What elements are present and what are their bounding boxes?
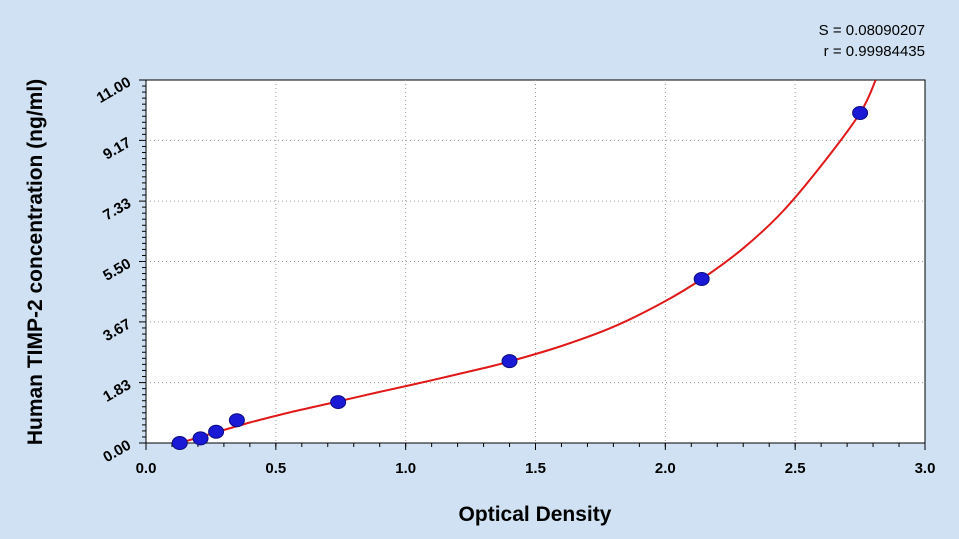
x-axis-title: Optical Density bbox=[459, 503, 612, 526]
fit-curve bbox=[179, 79, 877, 444]
data-point bbox=[192, 431, 209, 446]
x-tick-label: 2.0 bbox=[655, 460, 676, 477]
s-statistic: S = 0.08090207 bbox=[819, 22, 925, 39]
x-tick-label: 0.5 bbox=[265, 460, 286, 477]
x-tick-label: 0.0 bbox=[136, 460, 157, 477]
data-points bbox=[171, 106, 869, 450]
y-tick-label: 9.17 bbox=[100, 134, 134, 163]
x-tick-label: 3.0 bbox=[915, 460, 936, 477]
grid bbox=[146, 80, 925, 443]
y-tick-label: 5.50 bbox=[100, 255, 134, 284]
y-tick-label: 11.00 bbox=[94, 74, 134, 107]
x-tick-label: 2.5 bbox=[785, 460, 806, 477]
data-point bbox=[228, 413, 245, 428]
x-tick-label: 1.0 bbox=[395, 460, 416, 477]
data-point bbox=[208, 424, 225, 439]
y-tick-label: 3.67 bbox=[100, 316, 134, 345]
y-axis-tick-labels: 0.00 1.83 3.67 5.50 7.33 9.17 11.00 bbox=[94, 74, 134, 466]
y-axis-title: Human TIMP-2 concentration (ng/ml) bbox=[24, 79, 47, 445]
data-point bbox=[501, 354, 518, 369]
y-tick-label: 0.00 bbox=[100, 437, 134, 466]
data-point bbox=[330, 395, 347, 410]
x-tick-label: 1.5 bbox=[525, 460, 546, 477]
x-axis-tick-labels: 0.0 0.5 1.0 1.5 2.0 2.5 3.0 bbox=[136, 460, 936, 477]
data-point bbox=[171, 436, 188, 450]
r-statistic: r = 0.99984435 bbox=[824, 43, 925, 60]
y-tick-label: 7.33 bbox=[100, 195, 134, 224]
y-tick-label: 1.83 bbox=[100, 376, 134, 405]
data-point bbox=[693, 271, 710, 286]
fit-curve-layer bbox=[179, 79, 877, 444]
data-point bbox=[852, 106, 869, 120]
axis-ticks bbox=[139, 79, 926, 450]
